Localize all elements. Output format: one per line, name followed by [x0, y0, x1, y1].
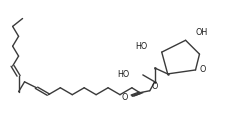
Text: HO: HO	[117, 70, 129, 79]
Text: OH: OH	[195, 28, 207, 37]
Text: O: O	[151, 82, 158, 91]
Text: HO: HO	[135, 42, 147, 51]
Text: O: O	[121, 93, 127, 102]
Text: O: O	[199, 66, 205, 74]
